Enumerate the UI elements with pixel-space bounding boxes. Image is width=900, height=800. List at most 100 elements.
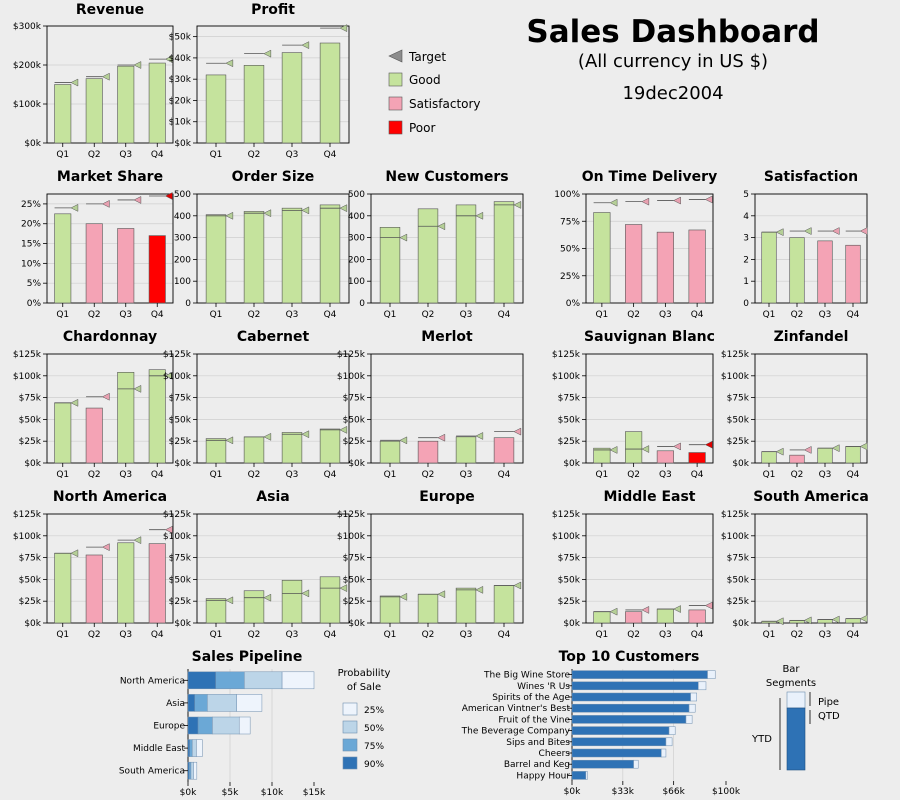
y-tick-label: $50k (558, 575, 581, 585)
x-tick-label: Q2 (88, 630, 101, 640)
p25-swatch-icon (342, 702, 358, 716)
x-tick-label: Q3 (119, 150, 132, 160)
chart-revenue: $0k $100k $200k $300k Q1 Q2 Q3 Q4 Revenue (13, 2, 174, 160)
chart-europe-title: Europe (419, 489, 475, 505)
bar-q3 (455, 204, 477, 304)
customer-segment-pipe (633, 759, 639, 769)
pipeline-legend: Probability of Sale 25% 50% 75% 90% (338, 668, 391, 770)
bar-q3 (817, 447, 833, 464)
plot-frame (46, 513, 174, 624)
x-tick-label: Q2 (791, 630, 804, 640)
customer-segment-qtd (571, 771, 587, 780)
target-marker-icon (803, 446, 812, 454)
target-marker-icon (339, 204, 348, 213)
bar-q2 (417, 593, 439, 624)
bar-q3 (817, 240, 833, 304)
chart-sauvignan-blanc: $0k $25k $50k $75k $100k $125k Q1 Q2 Q3 Q4 Sauvign… (552, 329, 715, 480)
x-tick-label: $10k (261, 788, 284, 798)
plot-frame (370, 353, 524, 464)
target-marker-icon (513, 581, 522, 590)
y-tick-label: $75k (343, 554, 366, 564)
plot-frame (754, 193, 868, 304)
x-tick-label: Q3 (119, 310, 132, 320)
chart-chardonnay: $0k $25k $50k $75k $100k $125k Q1 Q2 Q3 Q4 Chardon… (13, 329, 174, 480)
pipeline-segment-25pct (281, 671, 315, 690)
customer-segment-qtd (571, 715, 687, 724)
y-tick-label: 0 (743, 299, 749, 309)
y-tick-label: $75k (169, 554, 192, 564)
chart-middle-east: $0k $25k $50k $75k $100k $125k Q1 Q2 Q3 Q4 Middle … (552, 489, 714, 640)
target-marker-icon (301, 430, 310, 439)
target-marker-icon (803, 227, 812, 235)
x-tick-label: Q1 (763, 470, 776, 480)
y-tick-label: $50k (19, 575, 42, 585)
chart-asia: $0k $25k $50k $75k $100k $125k Q1 Q2 Q3 Q4 Asia (163, 489, 350, 640)
y-tick-label: 500 (174, 190, 191, 200)
target-marker-icon (399, 592, 408, 601)
y-tick-label: Asia (166, 699, 185, 709)
x-tick-label: Q1 (210, 470, 223, 480)
target-marker-icon (704, 601, 713, 610)
target-marker-icon (775, 447, 784, 456)
plot-frame (585, 353, 714, 464)
bar-q1 (761, 451, 777, 464)
y-tick-label: $125k (552, 510, 581, 520)
x-tick-label: Q2 (627, 470, 640, 480)
y-tick-label: 20% (21, 220, 41, 230)
y-tick-label: Spirits of the Age (492, 693, 570, 703)
x-tick-label: Q4 (847, 470, 860, 480)
pipeline-legend-title-line1: Probability (338, 668, 391, 679)
chart-merlot: $0k $25k $50k $75k $100k $125k Q1 Q2 Q3 Q4 Merlot (337, 329, 524, 480)
target-marker-icon (775, 617, 784, 626)
chart-north-america-title: North America (53, 489, 167, 505)
plot-frame (196, 25, 350, 144)
x-tick-label: Q3 (659, 310, 672, 320)
pipeline-segment-50pct (191, 739, 197, 757)
chart-sauvignan-blanc-title: Sauvignan Blanc (584, 329, 715, 345)
y-tick-label: $125k (721, 510, 750, 520)
chart-order-size-title: Order Size (232, 169, 315, 185)
chart-market-share-title: Market Share (57, 169, 163, 185)
x-tick-label: Q4 (847, 310, 860, 320)
x-tick-label: Q3 (119, 470, 132, 480)
x-tick-label: Q1 (384, 470, 397, 480)
bar-q3 (817, 619, 833, 624)
bar-q2 (85, 407, 103, 464)
chart-sales-pipeline: $0k $5k $10k $15k North America Asia Europe Mid… (119, 649, 326, 798)
target-marker-icon (263, 593, 272, 602)
x-tick-label: Q2 (88, 470, 101, 480)
x-tick-label: Q2 (627, 310, 640, 320)
x-tick-label: $33k (612, 787, 635, 797)
x-tick-label: Q3 (460, 630, 473, 640)
x-tick-label: Q1 (763, 630, 776, 640)
x-tick-label: Q1 (210, 310, 223, 320)
x-tick-label: Q4 (847, 630, 860, 640)
chart-new-customers-title: New Customers (385, 169, 508, 185)
target-marker-icon (263, 209, 272, 218)
y-tick-label: $25k (19, 437, 42, 447)
y-tick-label: $100k (552, 372, 581, 382)
bar-q1 (54, 402, 72, 464)
x-tick-label: $100k (712, 787, 741, 797)
x-tick-label: Q1 (384, 310, 397, 320)
bar-q4 (688, 229, 706, 304)
bar-q3 (281, 579, 303, 624)
bar-q4 (319, 576, 341, 624)
target-marker-icon (301, 206, 310, 215)
plot-frame (370, 513, 524, 624)
y-tick-label: $25k (558, 597, 581, 607)
bar-q4 (493, 437, 515, 464)
target-marker-icon (673, 605, 681, 613)
target-marker-icon (831, 615, 840, 624)
target-marker-icon (301, 41, 310, 50)
chart-chardonnay-title: Chardonnay (63, 329, 157, 345)
target-marker-icon (164, 525, 173, 534)
y-tick-label: 25% (560, 272, 580, 282)
bar-q2 (417, 208, 439, 304)
bar-q3 (656, 450, 674, 464)
chart-on-time-delivery-title: On Time Delivery (582, 169, 717, 185)
x-tick-label: Q3 (819, 310, 832, 320)
y-tick-label: North America (120, 676, 185, 686)
bar-q2 (243, 590, 265, 624)
